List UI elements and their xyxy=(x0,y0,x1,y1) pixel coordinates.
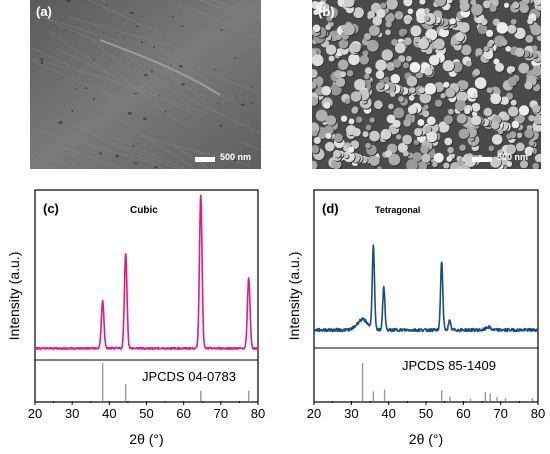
x-tick-label: 30 xyxy=(65,406,79,421)
phase-label-cubic: Cubic xyxy=(130,205,158,216)
sem-b-texture xyxy=(312,0,541,169)
sem-image-a: (a) 500 nm xyxy=(30,0,261,169)
x-tick-label: 20 xyxy=(307,406,321,421)
x-axis-title-c: 2θ (°) xyxy=(129,431,163,447)
x-tick-label: 70 xyxy=(493,406,507,421)
y-axis-title-c: Intensity (a.u.) xyxy=(6,252,22,341)
x-tick-label: 80 xyxy=(531,406,545,421)
x-tick-label: 40 xyxy=(381,406,395,421)
x-tick-label: 50 xyxy=(139,406,153,421)
x-tick-label: 80 xyxy=(251,406,265,421)
x-tick-label: 30 xyxy=(344,406,358,421)
xrd-plot-cubic: 20 30 40 50 60 70 80 (c) Cubic JPCDS 04-0783 2… xyxy=(6,189,265,447)
x-tick-label: 50 xyxy=(419,406,433,421)
panel-label-b: (b) xyxy=(318,4,335,19)
xrd-line-tetragonal xyxy=(313,244,539,333)
reference-label-tetragonal: JPCDS 85-1409 xyxy=(402,358,496,373)
y-axis-title-d: Intensity (a.u.) xyxy=(286,252,302,341)
xrd-plot-tetragonal: 20 30 40 50 60 70 80 (d) Tetragonal JPCDS 85-1… xyxy=(286,189,545,447)
panel-label-c: (c) xyxy=(43,201,59,216)
x-tick-label: 40 xyxy=(102,406,116,421)
scale-bar-a xyxy=(195,157,215,162)
phase-label-tetragonal: Tetragonal xyxy=(375,205,420,215)
x-tick-label: 60 xyxy=(176,406,190,421)
x-tick-label: 20 xyxy=(28,406,42,421)
sem-image-b: (b) 500 nm xyxy=(312,0,541,169)
panel-label-d: (d) xyxy=(322,201,339,216)
x-axis-title-d: 2θ (°) xyxy=(409,431,443,447)
sem-a-texture xyxy=(30,0,261,169)
scale-bar-label-b: 500 nm xyxy=(497,152,529,162)
x-tick-label: 70 xyxy=(214,406,228,421)
scale-bar-b xyxy=(472,157,492,162)
xrd-line-cubic xyxy=(34,194,259,351)
scale-bar-label-a: 500 nm xyxy=(220,152,252,162)
x-tick-label: 60 xyxy=(456,406,470,421)
reference-label-cubic: JPCDS 04-0783 xyxy=(142,369,236,384)
panel-label-a: (a) xyxy=(36,4,52,19)
